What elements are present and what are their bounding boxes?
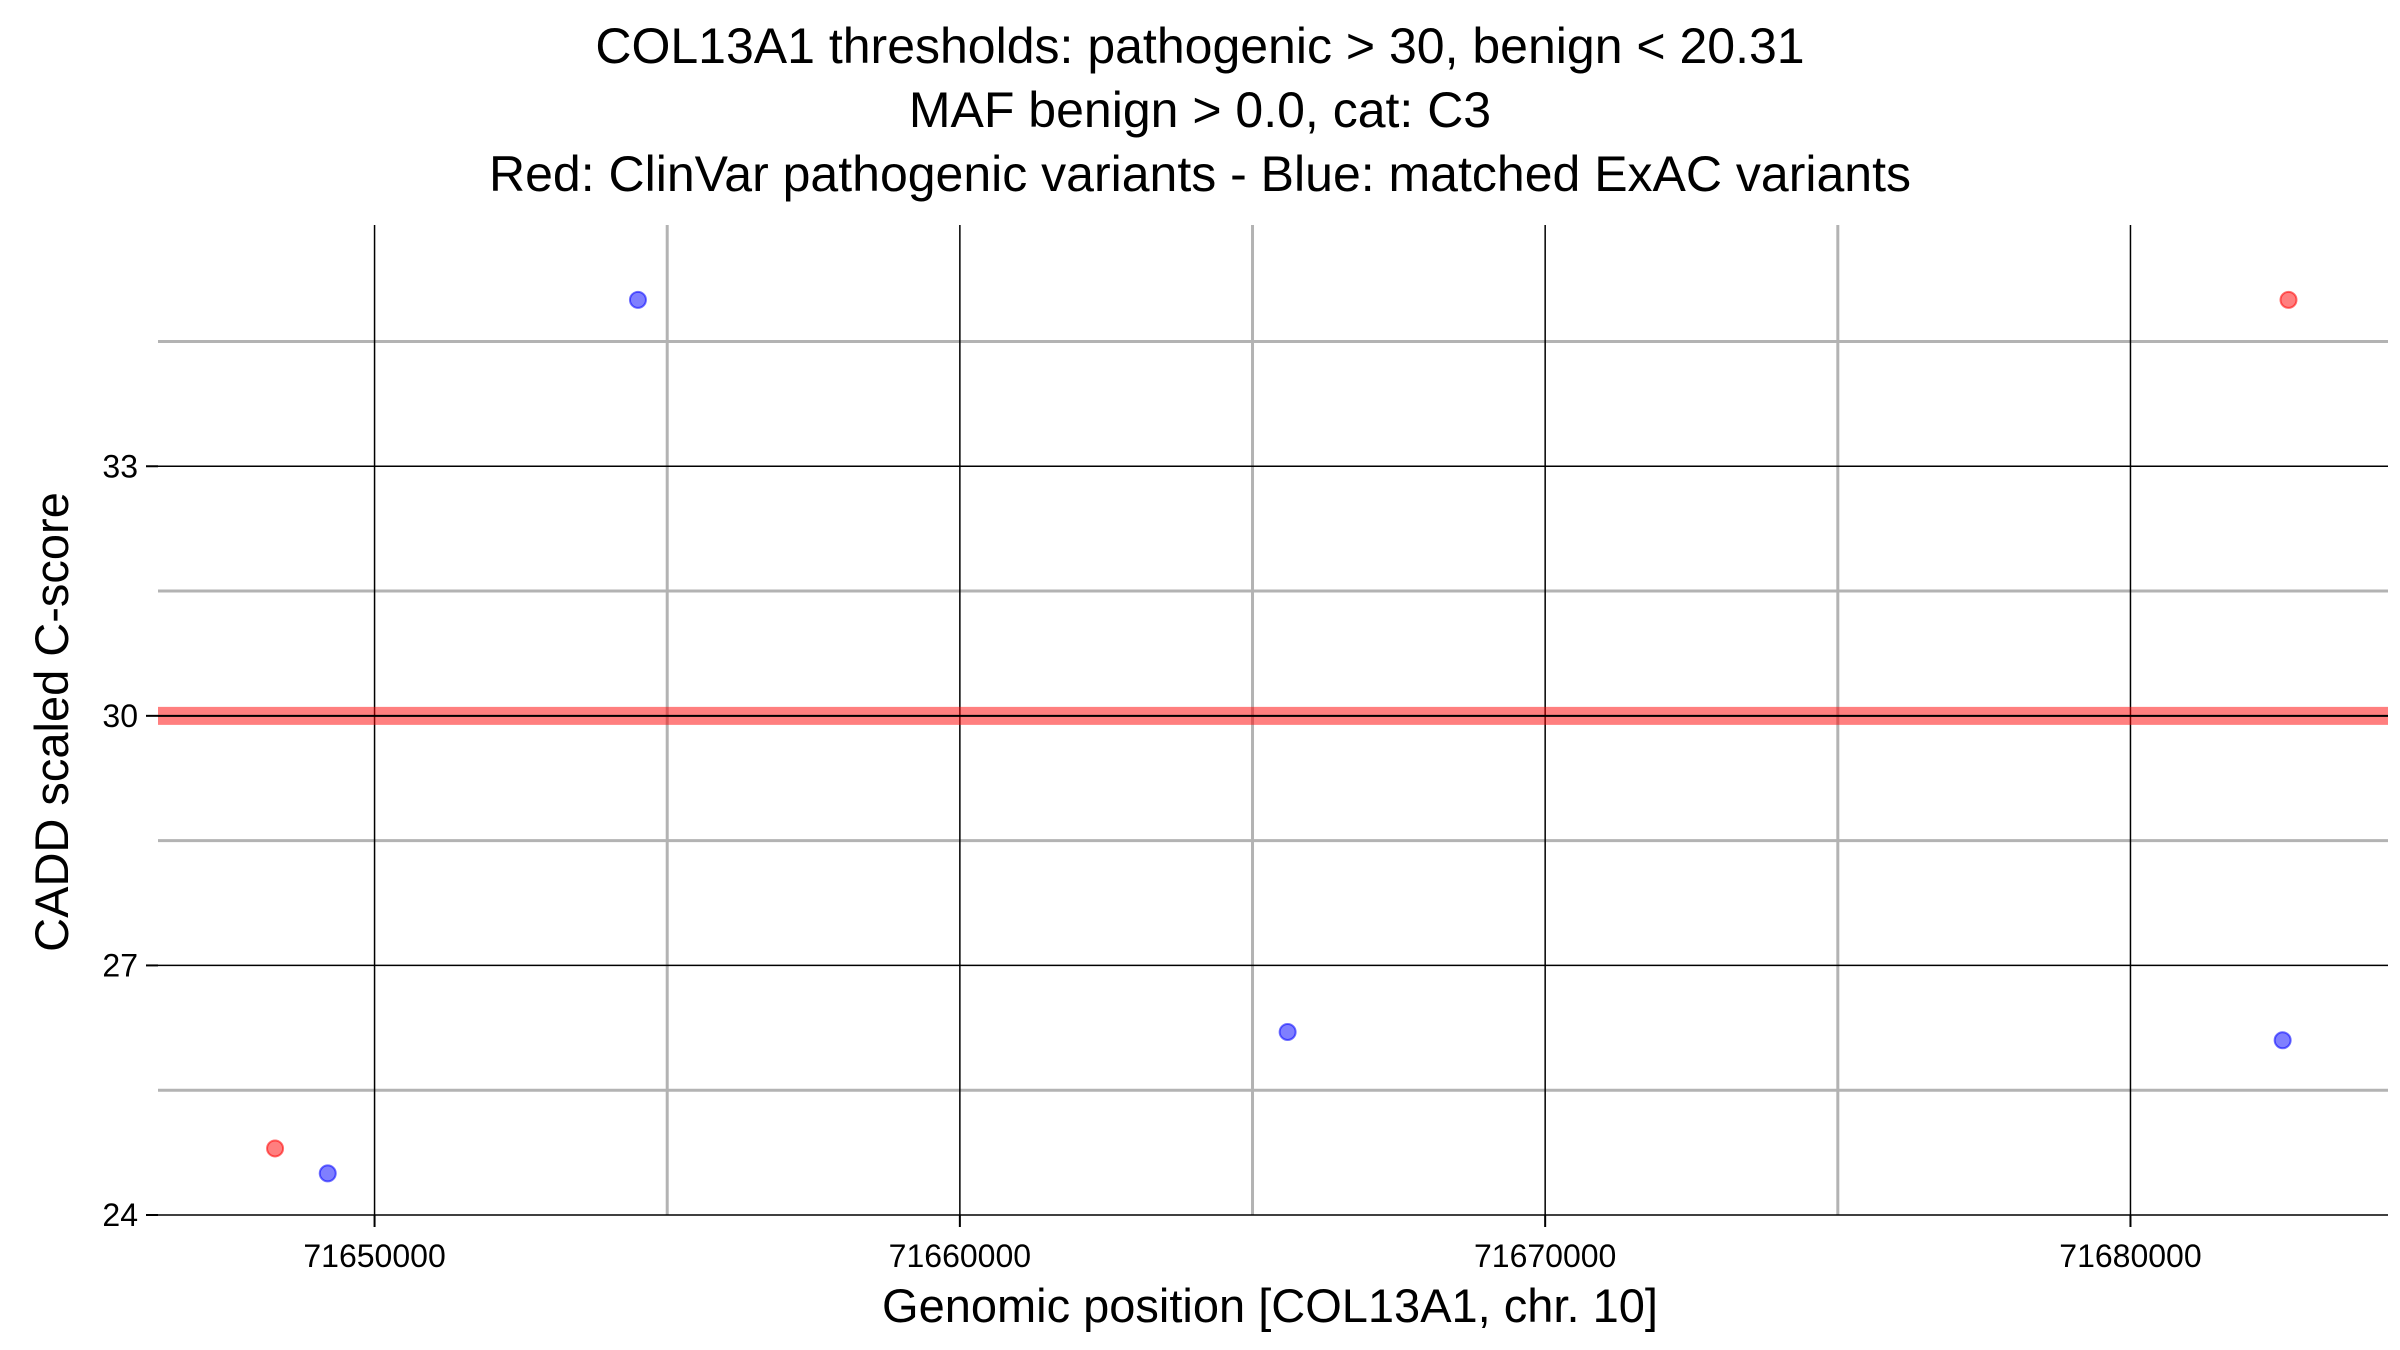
benign-point: [628, 290, 647, 309]
x-axis-title: Genomic position [COL13A1, chr. 10]: [882, 1279, 1658, 1332]
chart-title-line-3: Red: ClinVar pathogenic variants - Blue:…: [489, 146, 1911, 202]
axes: 24 27 30 33 71650000 71660000 71670000 71680000: [102, 448, 2201, 1274]
x-tick-label: 71650000: [303, 1238, 445, 1274]
chart-title-line-1: COL13A1 thresholds: pathogenic > 30, ben…: [595, 18, 1805, 74]
y-tick-label: 24: [102, 1197, 138, 1233]
benign-point: [1278, 1022, 1297, 1041]
benign-point: [318, 1164, 337, 1183]
y-tick-label: 30: [102, 698, 138, 734]
data-points: [266, 290, 2298, 1183]
minor-grid: [158, 225, 2388, 1215]
x-tick-label: 71660000: [889, 1238, 1031, 1274]
chart-title: COL13A1 thresholds: pathogenic > 30, ben…: [0, 14, 2400, 206]
pathogenic-point: [2279, 290, 2298, 309]
y-tick-label: 33: [102, 448, 138, 484]
x-tick-label: 71680000: [2059, 1238, 2201, 1274]
y-tick-label: 27: [102, 947, 138, 983]
x-tick-label: 71670000: [1474, 1238, 1616, 1274]
pathogenic-point: [266, 1139, 285, 1158]
y-axis-title: CADD scaled C-score: [25, 492, 78, 952]
chart-title-line-2: MAF benign > 0.0, cat: C3: [908, 82, 1492, 138]
benign-point: [2273, 1031, 2292, 1050]
